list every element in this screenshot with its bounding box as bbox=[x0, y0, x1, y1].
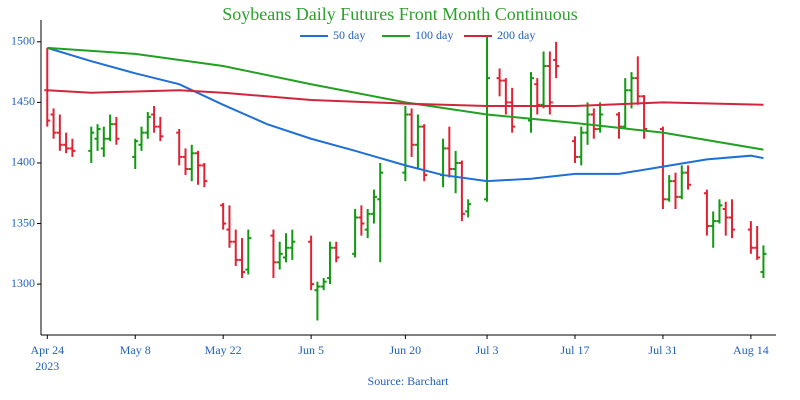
y-tick-label: 1500 bbox=[11, 34, 35, 48]
source: Source: Barchart bbox=[368, 374, 450, 388]
x-tick-label: Jul 3 bbox=[476, 343, 499, 357]
y-tick-label: 1450 bbox=[11, 94, 35, 108]
x-tick-label: Jul 31 bbox=[648, 343, 677, 357]
x-tick-label: May 8 bbox=[120, 343, 151, 357]
x-tick-label: Jun 20 bbox=[390, 343, 422, 357]
y-tick-label: 1400 bbox=[11, 155, 35, 169]
moving-average-line bbox=[46, 46, 764, 183]
legend-label: 100 day bbox=[415, 28, 453, 42]
x-tick-label: Aug 14 bbox=[733, 343, 769, 357]
x-tick-label: Jun 5 bbox=[298, 343, 324, 357]
x-tick-label: Jul 17 bbox=[560, 343, 589, 357]
legend-label: 200 day bbox=[497, 28, 535, 42]
legend-label: 50 day bbox=[333, 28, 365, 42]
moving-average-line bbox=[47, 89, 764, 108]
moving-average-line bbox=[47, 46, 764, 151]
chart-title: Soybeans Daily Futures Front Month Conti… bbox=[222, 4, 578, 24]
x-tick-label: May 22 bbox=[205, 343, 242, 357]
x-tick-label: Apr 24 bbox=[30, 343, 64, 357]
x-year-label: 2023 bbox=[35, 359, 59, 373]
y-tick-label: 1300 bbox=[11, 276, 35, 290]
y-tick-label: 1350 bbox=[11, 215, 35, 229]
